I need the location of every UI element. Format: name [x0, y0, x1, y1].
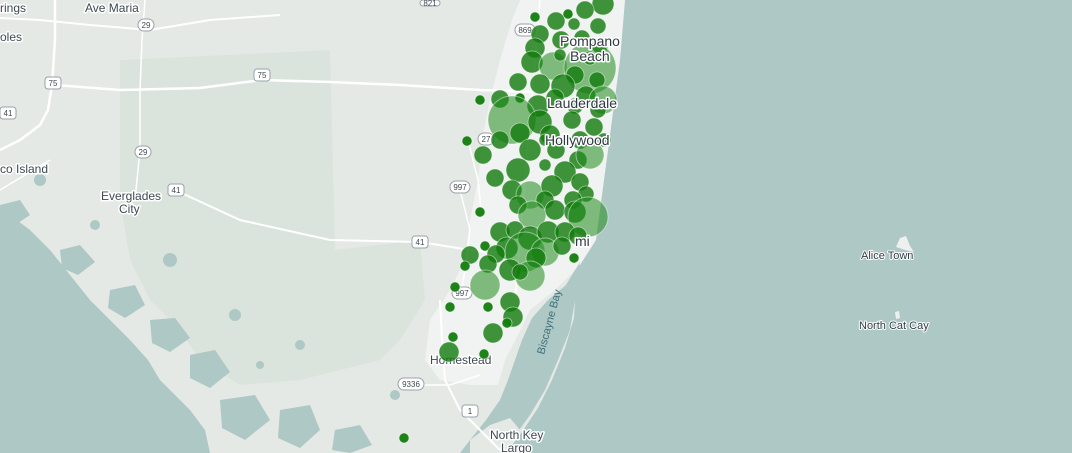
data-marker[interactable] — [529, 73, 551, 95]
label-marco-island: co Island — [0, 162, 48, 176]
svg-text:821: 821 — [423, 0, 437, 8]
data-marker[interactable] — [575, 0, 595, 20]
data-marker[interactable] — [449, 281, 461, 293]
data-marker[interactable] — [511, 263, 529, 281]
data-marker[interactable] — [552, 236, 572, 256]
label-everglades-city-line1: Everglades — [101, 189, 161, 203]
data-marker[interactable] — [568, 226, 588, 246]
shield-9336: 9336 — [397, 377, 425, 391]
biscayne-bay — [500, 262, 580, 430]
svg-text:997: 997 — [455, 289, 469, 298]
data-marker[interactable] — [469, 269, 501, 301]
data-marker[interactable] — [461, 135, 473, 147]
data-marker[interactable] — [501, 317, 513, 329]
shield-i75-west: 75 — [44, 76, 62, 90]
shield-41-east: 41 — [411, 235, 429, 249]
label-ave-maria: Ave Maria — [85, 1, 139, 15]
shield-997-north: 997 — [449, 180, 471, 194]
label-fort-lauderdale: Lauderdale — [547, 95, 617, 111]
everglades-park — [120, 50, 425, 385]
data-marker[interactable] — [582, 50, 598, 66]
data-marker[interactable] — [562, 110, 582, 130]
north-cat-cay-island — [895, 311, 900, 319]
marker-layer — [398, 0, 618, 444]
data-marker[interactable] — [482, 301, 494, 313]
data-marker[interactable] — [509, 122, 531, 144]
svg-text:75: 75 — [258, 71, 267, 80]
shield-29-north: 29 — [137, 18, 155, 32]
shield-821: 821 — [419, 0, 441, 8]
data-marker[interactable] — [508, 72, 528, 92]
data-marker[interactable] — [545, 88, 565, 108]
label-pompano-line1: Pompano — [560, 33, 620, 49]
data-marker[interactable] — [584, 117, 604, 137]
data-marker[interactable] — [529, 11, 541, 23]
label-miami: mi — [575, 233, 590, 249]
data-marker[interactable] — [546, 140, 566, 160]
svg-text:9336: 9336 — [402, 380, 420, 389]
data-marker[interactable] — [562, 8, 574, 20]
svg-text:869: 869 — [518, 26, 532, 35]
label-hollywood: Hollywood — [545, 132, 610, 148]
data-marker[interactable] — [505, 157, 531, 183]
shield-us1: 1 — [461, 404, 479, 418]
data-marker[interactable] — [479, 240, 491, 252]
data-marker[interactable] — [485, 168, 505, 188]
svg-text:41: 41 — [172, 186, 181, 195]
data-marker[interactable] — [538, 133, 552, 147]
svg-text:41: 41 — [416, 238, 425, 247]
data-marker[interactable] — [553, 48, 567, 62]
label-alice-town: Alice Town — [861, 250, 913, 262]
label-north-cat-cay: North Cat Cay — [859, 320, 929, 332]
shield-41-north: 41 — [0, 106, 17, 120]
label-pompano-line2: Beach — [570, 48, 610, 64]
data-marker[interactable] — [544, 199, 566, 221]
label-everglades-city-line2: City — [119, 202, 140, 216]
data-marker[interactable] — [447, 331, 459, 343]
svg-text:41: 41 — [4, 109, 13, 118]
north-key-largo-land — [470, 418, 520, 453]
sw-coast-islands — [0, 174, 400, 453]
svg-text:29: 29 — [139, 148, 148, 157]
data-marker[interactable] — [589, 101, 607, 119]
data-marker[interactable] — [474, 94, 486, 106]
data-marker[interactable] — [438, 341, 460, 363]
label-north-key-largo-line2: Largo — [501, 441, 532, 453]
shield-i75-east: 75 — [253, 68, 271, 82]
svg-text:75: 75 — [49, 79, 58, 88]
data-marker[interactable] — [478, 348, 490, 360]
svg-text:997: 997 — [453, 183, 467, 192]
label-springs: rings — [0, 1, 26, 15]
data-marker[interactable] — [459, 260, 471, 272]
label-north-key-largo-line1: North Key — [490, 428, 543, 442]
svg-text:27: 27 — [482, 135, 491, 144]
data-marker[interactable] — [546, 11, 566, 31]
alice-town-island — [896, 236, 914, 252]
label-naples: oles — [0, 30, 22, 44]
data-marker[interactable] — [474, 206, 486, 218]
data-marker[interactable] — [473, 145, 493, 165]
data-marker[interactable] — [575, 140, 605, 170]
data-marker[interactable] — [490, 130, 510, 150]
data-marker[interactable] — [518, 138, 542, 162]
svg-text:1: 1 — [468, 407, 473, 416]
data-marker[interactable] — [482, 322, 504, 344]
svg-text:29: 29 — [142, 21, 151, 30]
data-marker[interactable] — [567, 17, 581, 31]
data-marker[interactable] — [596, 132, 612, 148]
data-marker[interactable] — [589, 17, 607, 35]
shield-29-south: 29 — [134, 145, 152, 159]
data-marker[interactable] — [444, 301, 456, 313]
data-marker[interactable] — [538, 158, 552, 172]
shield-41-mid: 41 — [167, 183, 185, 197]
data-marker[interactable] — [398, 432, 410, 444]
data-marker[interactable] — [568, 252, 580, 264]
